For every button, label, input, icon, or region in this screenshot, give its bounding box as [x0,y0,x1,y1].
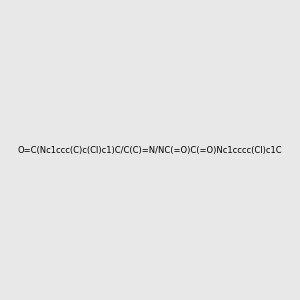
Text: O=C(Nc1ccc(C)c(Cl)c1)C/C(C)=N/NC(=O)C(=O)Nc1cccc(Cl)c1C: O=C(Nc1ccc(C)c(Cl)c1)C/C(C)=N/NC(=O)C(=O… [18,146,282,154]
